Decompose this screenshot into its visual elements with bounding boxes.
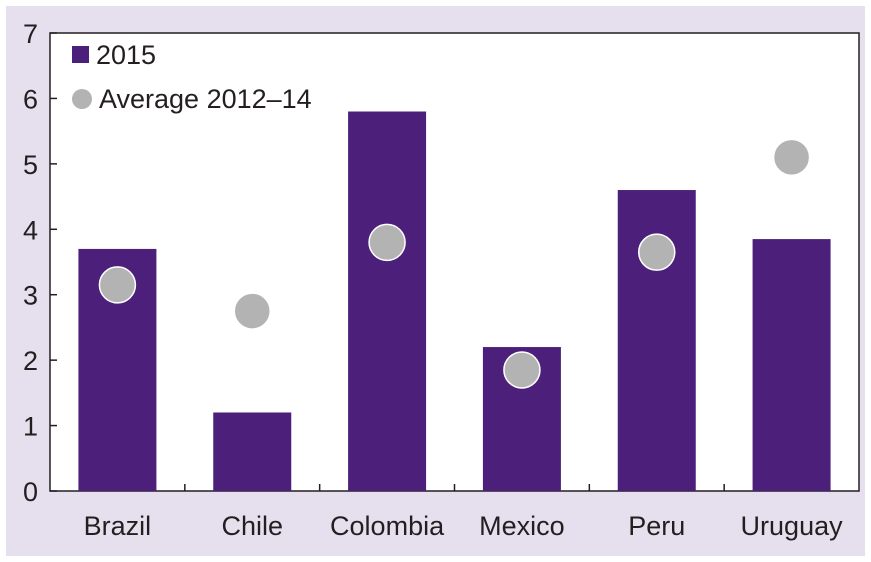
- plot-area: [49, 32, 860, 492]
- x-tick-label-colombia: Colombia: [330, 511, 445, 541]
- marker-average-uruguay: [772, 138, 811, 177]
- legend-label-average: Average 2012–14: [99, 84, 312, 114]
- x-tick-label-chile: Chile: [221, 511, 283, 541]
- y-tick-label-4: 4: [23, 215, 38, 245]
- bar-2015-colombia: [348, 111, 427, 491]
- marker-average-peru: [638, 233, 676, 271]
- y-tick-label-7: 7: [23, 19, 38, 49]
- x-tick-label-uruguay: Uruguay: [741, 511, 844, 541]
- marker-average-mexico: [503, 351, 541, 389]
- legend-swatch-2015: [72, 46, 89, 63]
- legend-label-2015: 2015: [96, 40, 156, 70]
- markers-layer: [98, 138, 811, 389]
- marker-average-brazil: [98, 266, 137, 304]
- bar-2015-chile: [213, 412, 292, 491]
- y-tick-label-3: 3: [23, 281, 38, 311]
- y-tick-label-0: 0: [23, 477, 38, 507]
- legend: 2015 Average 2012–14: [72, 40, 312, 114]
- bar-2015-uruguay: [752, 239, 831, 491]
- x-tick-label-peru: Peru: [628, 511, 685, 541]
- y-axis: 0 1 2 3 4 5 6 7: [23, 19, 57, 507]
- y-tick-label-2: 2: [23, 346, 38, 376]
- y-tick-label-5: 5: [23, 150, 38, 180]
- legend-swatch-average: [72, 89, 92, 109]
- x-axis: Brazil Chile Colombia Mexico Peru Uruguay: [84, 484, 843, 541]
- marker-average-chile: [233, 292, 271, 330]
- x-tick-label-mexico: Mexico: [479, 511, 565, 541]
- y-tick-label-6: 6: [23, 84, 38, 114]
- y-tick-label-1: 1: [23, 412, 38, 442]
- x-tick-label-brazil: Brazil: [84, 511, 152, 541]
- marker-average-colombia: [368, 223, 406, 262]
